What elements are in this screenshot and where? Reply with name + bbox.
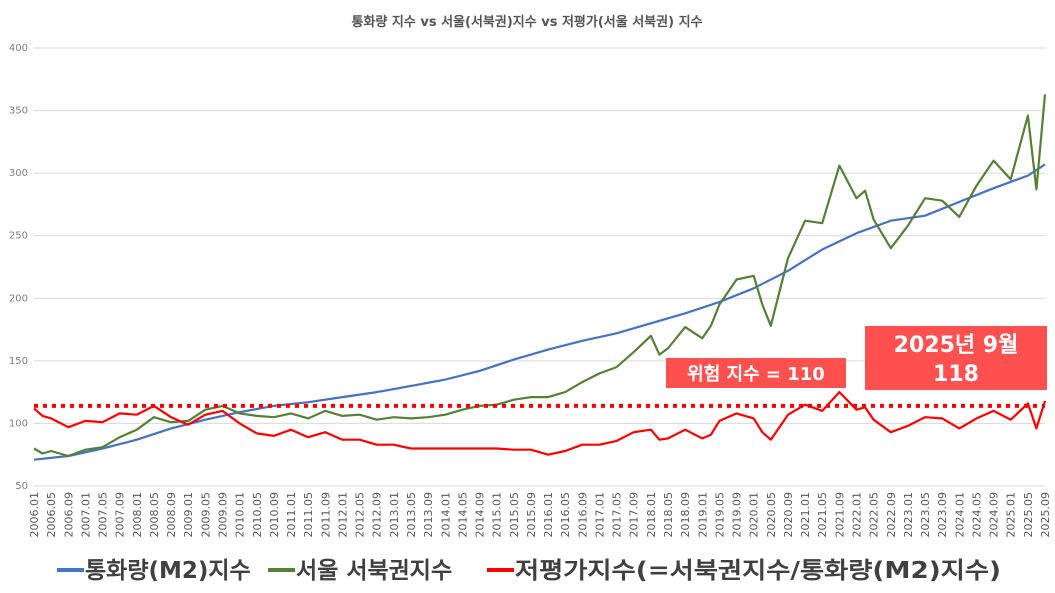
x-axis-ticks: 2006.01 2006.05 2006.09 2007.01 2007.05 2007.… (28, 492, 1052, 538)
x-tick-label: 2008.05 (148, 492, 161, 538)
x-tick-label: 2011.05 (302, 492, 315, 538)
x-tick-label: 2011.01 (285, 492, 298, 538)
x-tick-label: 2016.05 (559, 492, 572, 538)
current-value-callout-date: 2025년 9월 (894, 333, 1019, 358)
x-tick-label: 2016.01 (542, 492, 555, 538)
y-tick-label: 300 (9, 168, 28, 179)
x-tick-label: 2006.09 (62, 492, 75, 538)
x-tick-label: 2013.01 (388, 492, 401, 538)
x-tick-label: 2017.09 (628, 492, 641, 538)
x-tick-label: 2018.09 (679, 492, 692, 538)
x-tick-label: 2020.01 (748, 492, 761, 538)
x-tick-label: 2022.05 (868, 492, 881, 538)
y-tick-label: 200 (9, 293, 28, 304)
x-tick-label: 2017.05 (611, 492, 624, 538)
y-tick-label: 400 (9, 43, 28, 54)
x-tick-label: 2019.09 (731, 492, 744, 538)
legend-label-undervalue: 저평가지수(=서북권지수/통화량(M2)지수) (515, 558, 1001, 584)
x-tick-label: 2025.01 (1005, 492, 1018, 538)
x-tick-label: 2024.01 (953, 492, 966, 538)
x-tick-label: 2007.09 (114, 492, 127, 538)
x-tick-label: 2015.01 (491, 492, 504, 538)
y-tick-label: 350 (9, 106, 28, 117)
x-tick-label: 2015.05 (508, 492, 521, 538)
series-line-northwest (33, 94, 1047, 458)
x-tick-label: 2017.01 (593, 492, 606, 538)
y-axis-ticks: 50 100 150 200 250 300 350 400 (9, 43, 28, 492)
series-line-undervalue (33, 391, 1047, 456)
x-tick-label: 2009.09 (216, 492, 229, 538)
x-tick-label: 2014.05 (456, 492, 469, 538)
x-tick-label: 2019.05 (713, 492, 726, 538)
y-tick-label: 50 (15, 481, 28, 492)
chart-title: 통화량 지수 vs 서울(서북권)지수 vs 저평가(서울 서북권) 지수 (352, 14, 703, 30)
x-tick-label: 2018.05 (662, 492, 675, 538)
x-tick-label: 2020.05 (765, 492, 778, 538)
x-tick-label: 2021.01 (799, 492, 812, 538)
x-tick-label: 2022.01 (851, 492, 864, 538)
x-tick-label: 2014.01 (439, 492, 452, 538)
x-tick-label: 2010.09 (268, 492, 281, 538)
x-tick-label: 2024.05 (970, 492, 983, 538)
x-tick-label: 2018.01 (645, 492, 658, 538)
series-lines (33, 94, 1047, 461)
x-tick-label: 2021.09 (833, 492, 846, 538)
x-tick-label: 2006.01 (28, 492, 41, 538)
x-tick-label: 2023.01 (902, 492, 915, 538)
danger-callout-label: 위험 지수 = 110 (687, 363, 825, 385)
x-tick-label: 2012.09 (371, 492, 384, 538)
x-tick-label: 2021.05 (816, 492, 829, 538)
current-value-callout: 2025년 9월 118 (865, 326, 1047, 390)
x-tick-label: 2022.09 (885, 492, 898, 538)
x-tick-label: 2007.01 (79, 492, 92, 538)
x-tick-label: 2008.01 (131, 492, 144, 538)
x-tick-label: 2015.09 (525, 492, 538, 538)
legend-label-northwest: 서울 서북권지수 (296, 558, 452, 584)
x-tick-label: 2012.05 (354, 492, 367, 538)
y-tick-label: 250 (9, 231, 28, 242)
y-tick-label: 100 (9, 418, 28, 429)
x-tick-label: 2010.01 (234, 492, 247, 538)
legend: 통화량(M2)지수 서울 서북권지수 저평가지수(=서북권지수/통화량(M2)지… (57, 558, 1001, 584)
x-tick-label: 2009.01 (182, 492, 195, 538)
x-tick-label: 2010.05 (251, 492, 264, 538)
x-tick-label: 2011.09 (319, 492, 332, 538)
x-tick-label: 2023.05 (919, 492, 932, 538)
x-tick-label: 2014.09 (474, 492, 487, 538)
x-tick-label: 2020.09 (782, 492, 795, 538)
x-tick-label: 2007.05 (97, 492, 110, 538)
x-tick-label: 2025.09 (1039, 492, 1052, 538)
y-tick-label: 150 (9, 356, 28, 367)
x-tick-label: 2012.01 (336, 492, 349, 538)
x-tick-label: 2009.05 (199, 492, 212, 538)
x-tick-label: 2024.09 (988, 492, 1001, 538)
legend-label-m2: 통화량(M2)지수 (85, 558, 251, 584)
x-tick-label: 2013.05 (405, 492, 418, 538)
x-tick-label: 2019.01 (696, 492, 709, 538)
x-tick-label: 2016.09 (576, 492, 589, 538)
current-value-callout-box (865, 326, 1047, 390)
danger-callout: 위험 지수 = 110 (666, 358, 846, 388)
x-tick-label: 2006.05 (45, 492, 58, 538)
current-value-callout-value: 118 (933, 362, 979, 387)
gridlines (34, 47, 1045, 487)
x-tick-label: 2023.09 (936, 492, 949, 538)
x-tick-label: 2008.09 (165, 492, 178, 538)
x-tick-label: 2013.09 (422, 492, 435, 538)
x-tick-label: 2025.05 (1022, 492, 1035, 538)
danger-callout-box (666, 358, 846, 388)
series-line-m2 (33, 163, 1046, 461)
